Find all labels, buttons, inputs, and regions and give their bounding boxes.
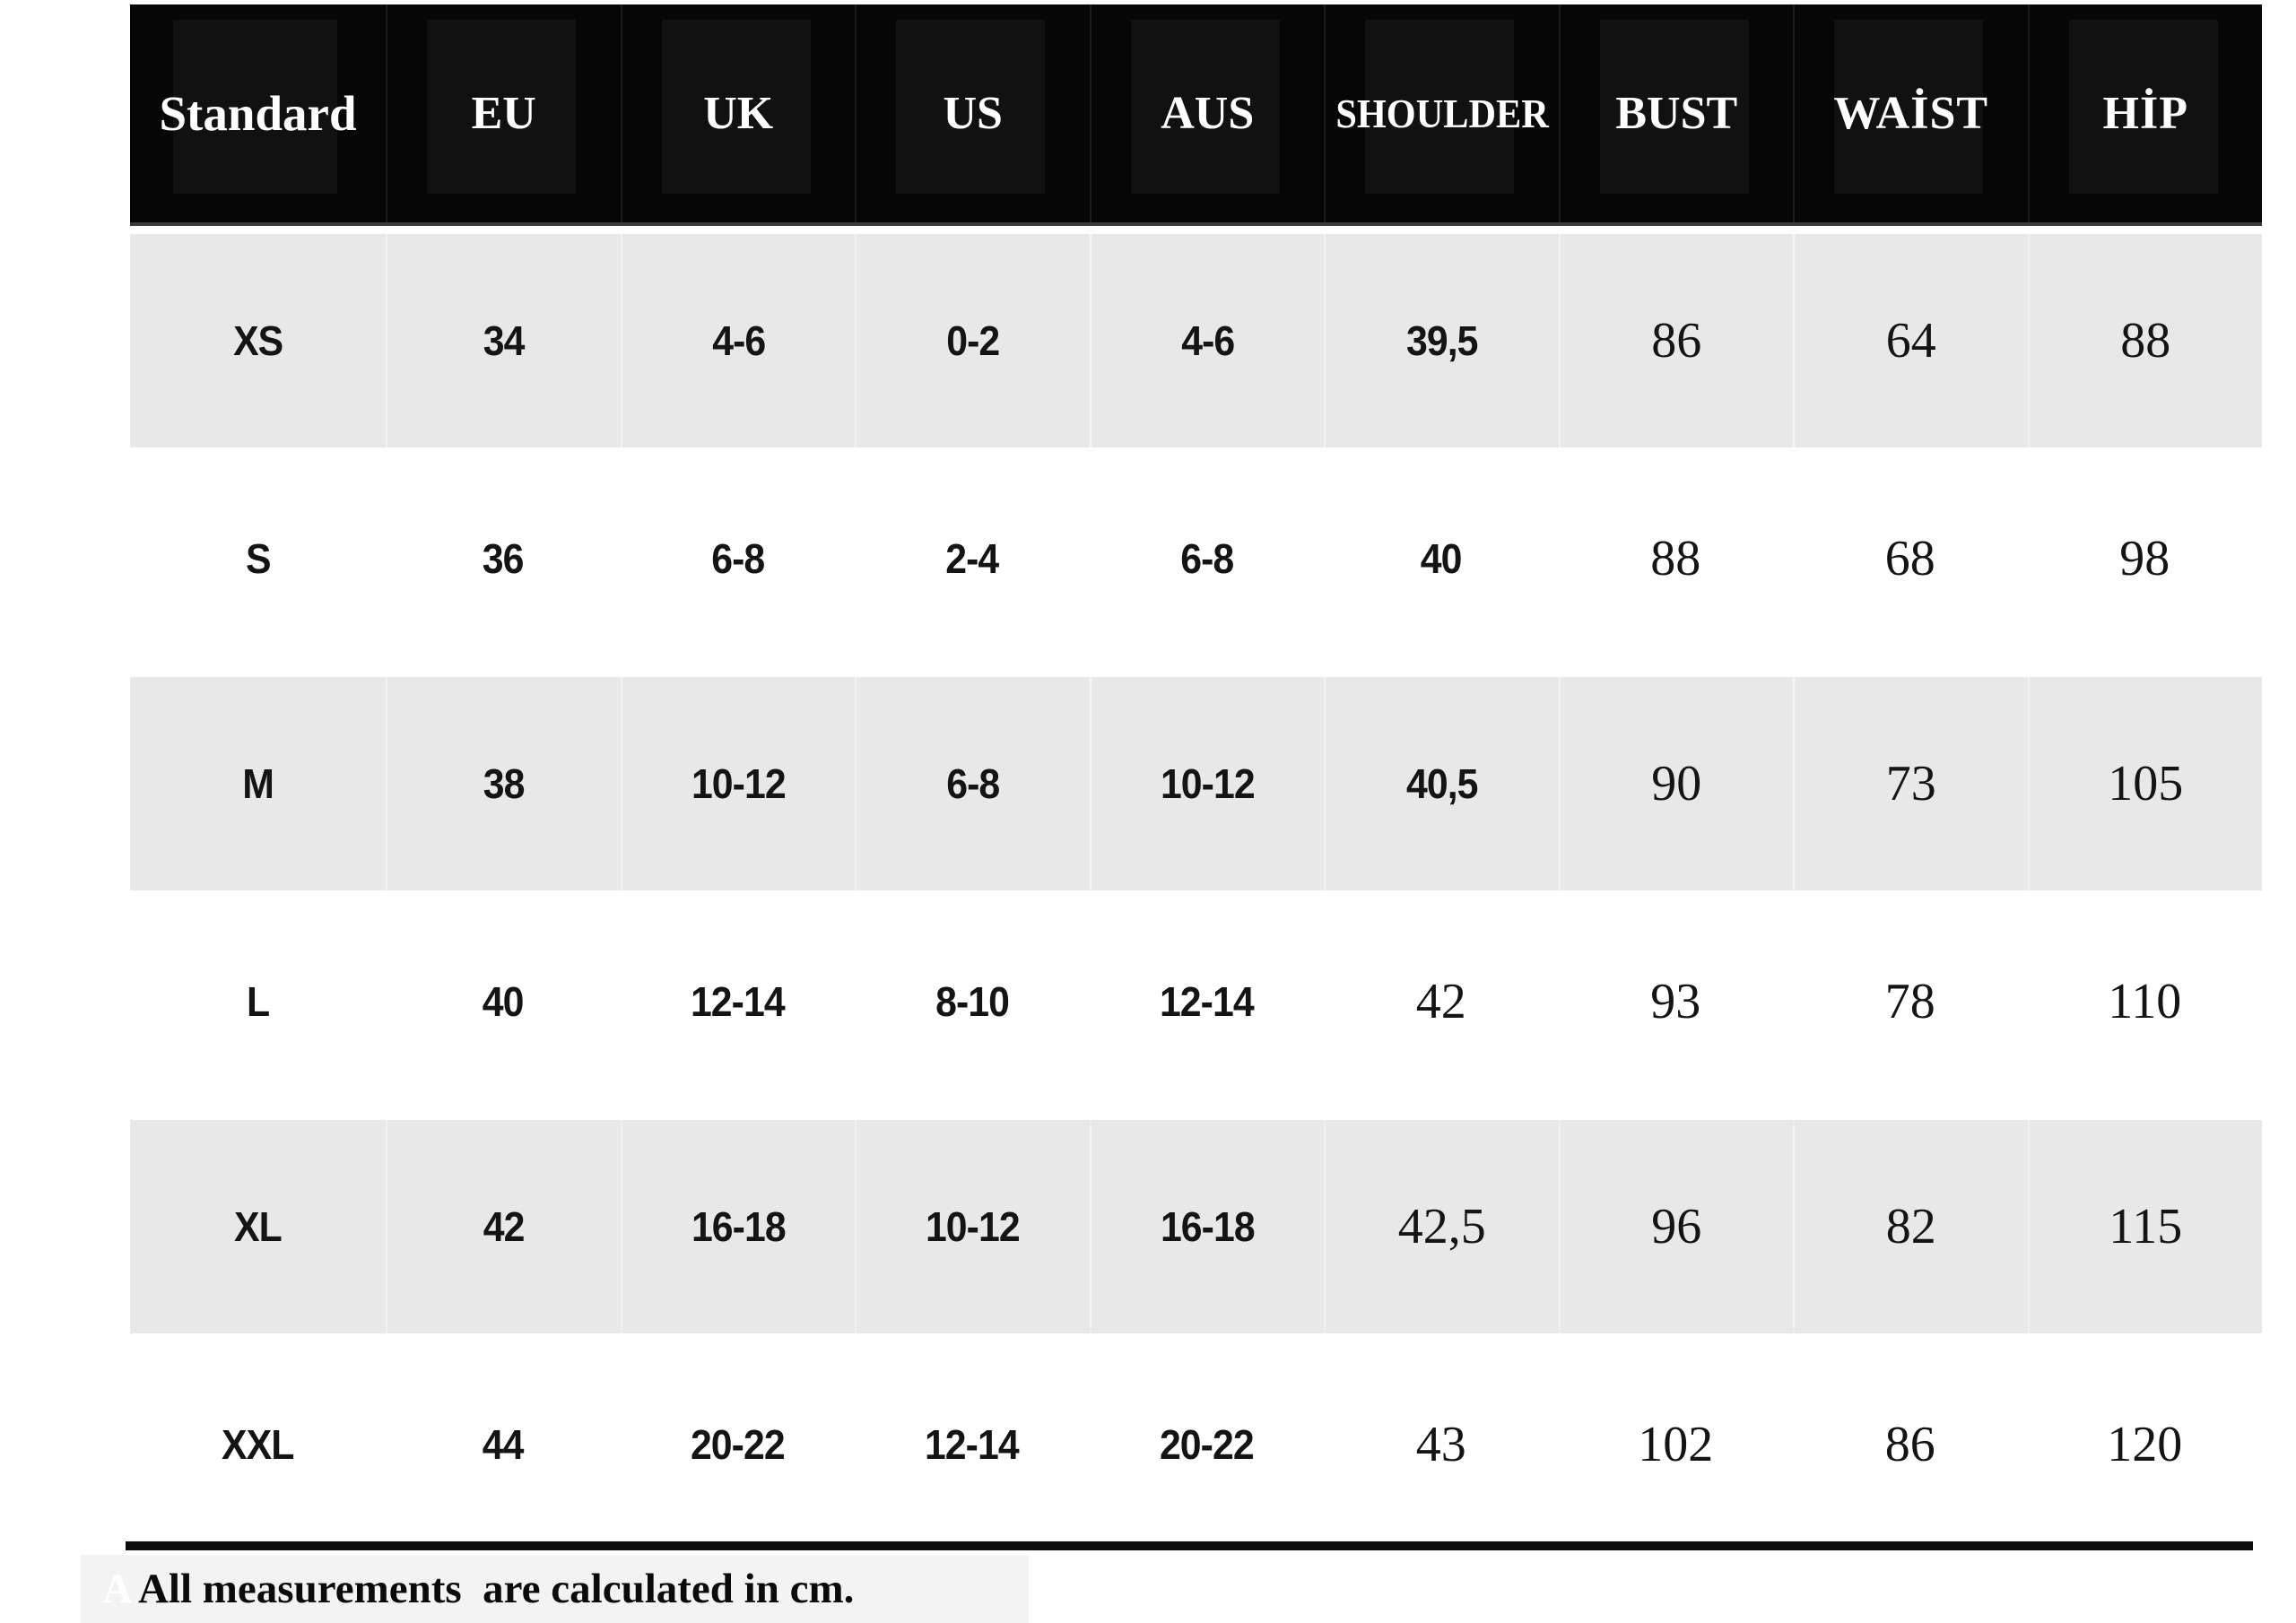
table-cell: S	[245, 534, 272, 582]
table-cell: 20-22	[690, 1420, 786, 1468]
table-cell: 6-8	[1179, 534, 1234, 582]
table-cell: 16-18	[1089, 1120, 1325, 1333]
table-cell: 120	[2107, 1416, 2183, 1472]
table-cell: 88	[2027, 234, 2263, 447]
table-cell: 6-8	[710, 534, 765, 582]
table-cell: 2-4	[945, 534, 999, 582]
table-cell: 36	[482, 534, 525, 582]
table-cell: 42	[1415, 973, 1466, 1029]
table-cell: 115	[2027, 1120, 2263, 1333]
table-row: M 38 10-12 6-8 10-12 40,5 90 73 105	[130, 669, 2262, 890]
table-cell: 0-2	[855, 234, 1090, 447]
measurement-note-text: All measurements are calculated in cm.	[137, 1566, 855, 1612]
table-cell: 82	[1793, 1120, 2028, 1333]
table-cell: 86	[1558, 234, 1794, 447]
table-cell: 6-8	[855, 677, 1090, 890]
table-cell: 12-14	[1159, 977, 1255, 1025]
table-cell: 12-14	[690, 977, 786, 1025]
table-row: L 40 12-14 8-10 12-14 42 93 78 110	[130, 890, 2262, 1112]
table-cell: 93	[1650, 973, 1701, 1029]
table-cell: XXL	[222, 1420, 294, 1468]
table-body: XS 34 4-6 0-2 4-6 39,5 86 64 88 S 36 6-8 2-4 6-8 40 88 6…	[130, 226, 2262, 1555]
table-cell: 88	[1650, 530, 1701, 586]
table-cell: L	[246, 977, 270, 1025]
table-cell: 86	[1884, 1416, 1935, 1472]
table-cell: 40,5	[1324, 677, 1559, 890]
table-cell: 10-12	[620, 677, 856, 890]
table-cell: 90	[1558, 677, 1794, 890]
footer-divider-line	[126, 1541, 2253, 1550]
table-cell: 10-12	[1089, 677, 1325, 890]
column-header: WAİST	[1793, 4, 2028, 222]
table-cell: 16-18	[620, 1120, 856, 1333]
table-cell: 34	[386, 234, 621, 447]
table-cell: 73	[1793, 677, 2028, 890]
table-row: S 36 6-8 2-4 6-8 40 88 68 98	[130, 447, 2262, 669]
table-cell: 64	[1793, 234, 2028, 447]
table-cell: 43	[1415, 1416, 1466, 1472]
table-cell: 98	[2119, 530, 2170, 586]
table-header-row: Standard EU UK US AUS SHOULDER BUST WAİST HİP	[130, 4, 2262, 226]
table-row: XXL 44 20-22 12-14 20-22 43 102 86 120	[130, 1333, 2262, 1555]
table-cell: 40	[1420, 534, 1463, 582]
table-cell: 20-22	[1159, 1420, 1255, 1468]
table-row: XL 42 16-18 10-12 16-18 42,5 96 82 115	[130, 1112, 2262, 1333]
column-header: AUS	[1089, 4, 1325, 222]
column-header: Standard	[130, 4, 386, 222]
column-header: HİP	[2027, 4, 2263, 222]
table-cell: 42,5	[1324, 1120, 1559, 1333]
table-cell: 68	[1884, 530, 1935, 586]
column-header: SHOULDER	[1324, 4, 1559, 222]
table-cell: 102	[1638, 1416, 1714, 1472]
table-cell: XS	[232, 317, 283, 364]
table-cell: 38	[386, 677, 621, 890]
table-cell: 42	[386, 1120, 621, 1333]
table-cell: 10-12	[855, 1120, 1090, 1333]
measurement-note: A All measurements are calculated in cm.	[81, 1555, 1029, 1623]
table-cell: 105	[2027, 677, 2263, 890]
ghost-letter: A	[102, 1566, 133, 1612]
table-cell: 39,5	[1324, 234, 1559, 447]
size-chart-table: Standard EU UK US AUS SHOULDER BUST WAİST HİP XS…	[130, 4, 2262, 1555]
table-cell: 40	[482, 977, 525, 1025]
table-cell: M	[242, 760, 274, 807]
table-cell: 78	[1884, 973, 1935, 1029]
column-header: UK	[620, 4, 856, 222]
column-header: EU	[386, 4, 621, 222]
table-row: XS 34 4-6 0-2 4-6 39,5 86 64 88	[130, 226, 2262, 447]
table-cell: XL	[234, 1203, 283, 1250]
table-cell: 4-6	[620, 234, 856, 447]
column-header: BUST	[1558, 4, 1794, 222]
table-cell: 12-14	[925, 1420, 1020, 1468]
table-cell: 96	[1558, 1120, 1794, 1333]
table-cell: 8-10	[935, 977, 1010, 1025]
column-header: US	[855, 4, 1090, 222]
table-cell: 4-6	[1089, 234, 1325, 447]
table-cell: 44	[482, 1420, 525, 1468]
table-cell: 110	[2108, 973, 2182, 1029]
